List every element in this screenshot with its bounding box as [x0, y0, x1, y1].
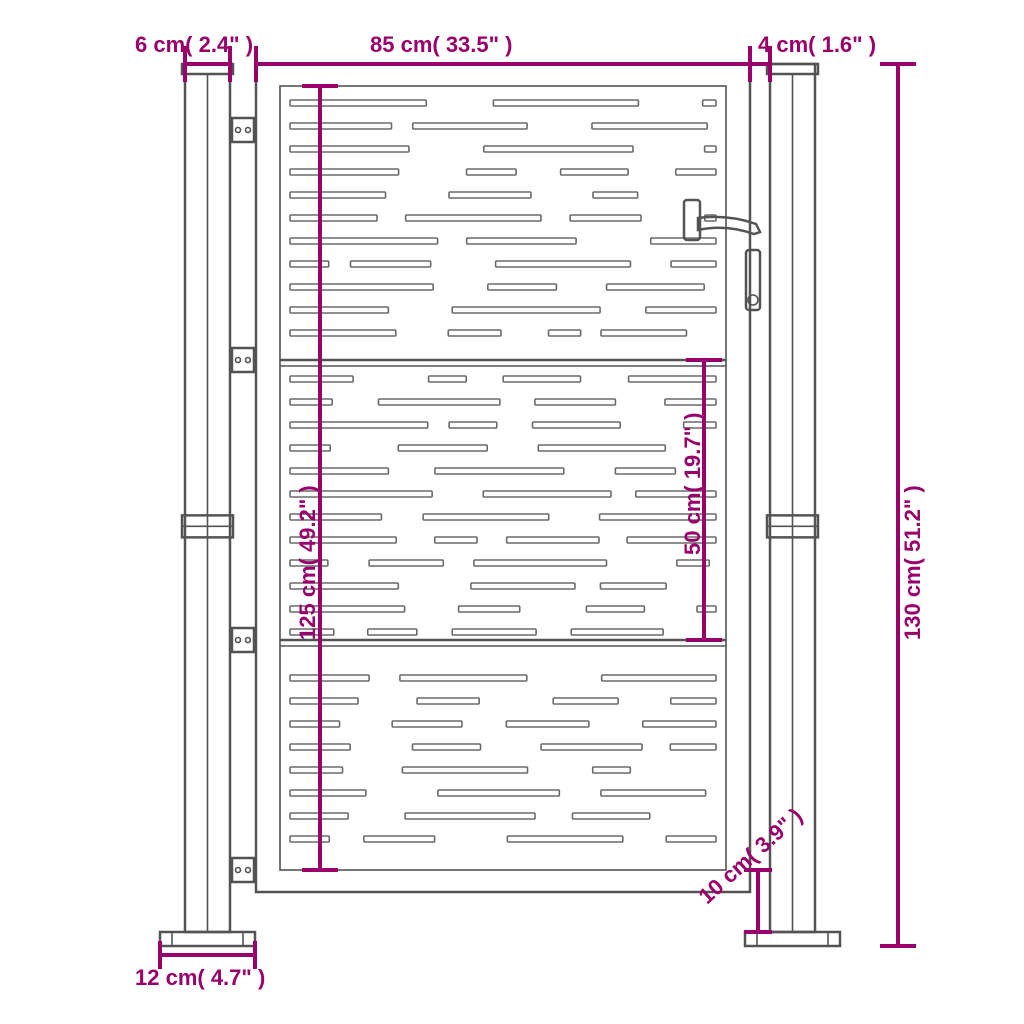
dimension-label-gate-width: 85 cm( 33.5" )	[370, 32, 513, 57]
gate-dimension-diagram: 6 cm( 2.4" ) 85 cm( 33.5" ) 4 cm( 1.6" ) 12…	[0, 0, 1024, 1024]
dimension-label-latch-gap: 4 cm( 1.6" )	[758, 32, 876, 57]
base-plate	[160, 932, 255, 946]
gate-slot-pattern	[290, 100, 716, 842]
dimension-label-base-plate: 12 cm( 4.7" )	[135, 965, 265, 990]
dimension-label-panel-height: 125 cm( 49.2" )	[295, 485, 320, 640]
base-plate	[745, 932, 840, 946]
dimension-label-mid-height: 50 cm( 19.7" )	[680, 412, 705, 555]
dimension-label-post-top-width: 6 cm( 2.4" )	[135, 32, 253, 57]
dimension-label-overall-height: 130 cm( 51.2" )	[900, 485, 925, 640]
